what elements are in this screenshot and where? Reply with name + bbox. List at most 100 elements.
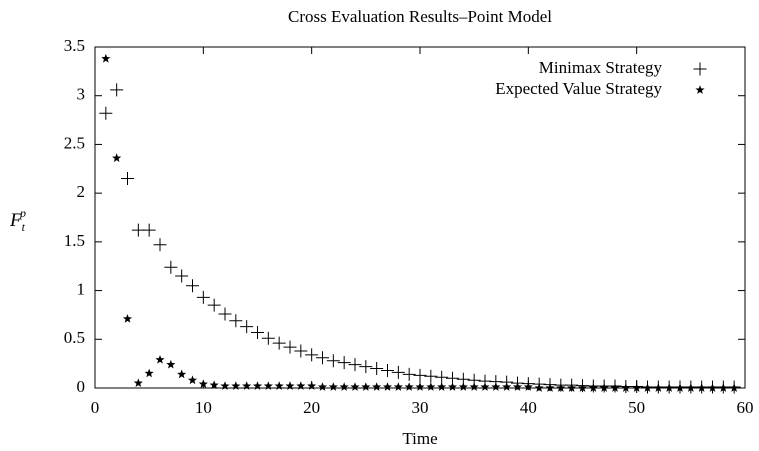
data-point bbox=[502, 382, 512, 391]
data-point bbox=[413, 368, 427, 382]
x-tick-label: 40 bbox=[520, 398, 537, 417]
data-point bbox=[101, 53, 111, 63]
data-point bbox=[523, 382, 533, 391]
data-point bbox=[263, 381, 273, 390]
data-point bbox=[112, 153, 122, 162]
legend-marker bbox=[693, 62, 707, 76]
data-point bbox=[142, 223, 156, 237]
y-tick-label: 0.5 bbox=[64, 328, 85, 347]
data-point bbox=[316, 351, 329, 365]
data-point bbox=[296, 381, 306, 390]
data-point bbox=[133, 378, 143, 388]
data-point bbox=[294, 344, 308, 358]
data-point bbox=[382, 382, 393, 391]
data-point bbox=[480, 382, 490, 391]
data-point bbox=[426, 382, 436, 391]
data-point bbox=[251, 325, 264, 339]
data-point bbox=[220, 381, 230, 390]
y-axis-label: Ftp bbox=[9, 206, 26, 234]
data-point bbox=[424, 369, 438, 383]
data-point bbox=[621, 383, 631, 392]
x-tick-label: 0 bbox=[91, 398, 100, 417]
data-point bbox=[653, 383, 663, 392]
y-label-sup: p bbox=[19, 206, 26, 220]
data-point bbox=[534, 383, 544, 392]
y-tick-label: 3.5 bbox=[64, 36, 85, 55]
data-point bbox=[350, 382, 360, 391]
data-point bbox=[577, 383, 588, 392]
y-tick-label: 3 bbox=[77, 85, 86, 104]
data-point bbox=[326, 354, 340, 368]
data-point bbox=[196, 290, 210, 304]
data-point bbox=[675, 383, 685, 392]
y-label-sub: t bbox=[22, 220, 26, 234]
data-point bbox=[718, 383, 728, 392]
legend-label: Expected Value Strategy bbox=[495, 79, 662, 98]
data-point bbox=[393, 382, 403, 391]
data-point bbox=[447, 382, 458, 391]
x-tick-label: 10 bbox=[195, 398, 212, 417]
y-tick-label: 2 bbox=[77, 182, 86, 201]
data-point bbox=[131, 223, 145, 237]
data-point bbox=[435, 370, 449, 384]
data-point bbox=[381, 363, 394, 377]
data-point bbox=[359, 360, 373, 374]
data-point bbox=[328, 382, 338, 391]
data-point bbox=[177, 369, 187, 379]
data-point bbox=[664, 383, 674, 392]
x-tick-label: 20 bbox=[303, 398, 320, 417]
data-point bbox=[121, 172, 134, 186]
data-point bbox=[307, 381, 317, 390]
x-axis-label: Time bbox=[402, 429, 437, 448]
data-point bbox=[391, 365, 405, 379]
data-point bbox=[339, 382, 349, 391]
data-point bbox=[207, 298, 221, 312]
data-point bbox=[240, 320, 254, 334]
data-point bbox=[283, 340, 297, 354]
x-tick-label: 60 bbox=[737, 398, 754, 417]
data-point bbox=[372, 382, 382, 391]
data-point bbox=[175, 269, 189, 283]
data-point bbox=[729, 383, 739, 392]
y-tick-label: 1.5 bbox=[64, 231, 85, 250]
data-point bbox=[415, 382, 425, 391]
y-tick-label: 2.5 bbox=[64, 133, 85, 152]
data-point bbox=[337, 356, 351, 370]
data-point bbox=[144, 368, 154, 378]
data-point bbox=[556, 383, 566, 392]
data-point bbox=[707, 383, 718, 392]
y-tick-label: 1 bbox=[77, 279, 86, 298]
data-point bbox=[469, 382, 479, 391]
data-point bbox=[610, 383, 620, 392]
data-point bbox=[187, 375, 198, 385]
data-point bbox=[209, 380, 219, 389]
data-point bbox=[437, 382, 447, 391]
y-tick-label: 0 bbox=[77, 377, 86, 396]
data-point bbox=[348, 358, 362, 372]
data-point bbox=[588, 383, 598, 392]
data-point bbox=[274, 381, 284, 390]
data-point bbox=[686, 383, 696, 392]
data-point bbox=[567, 383, 577, 392]
data-point bbox=[242, 381, 252, 390]
data-point bbox=[317, 382, 328, 391]
y-label-base: F bbox=[9, 210, 22, 231]
data-point bbox=[285, 381, 295, 390]
data-point bbox=[545, 383, 555, 392]
data-point bbox=[164, 260, 178, 274]
data-point bbox=[229, 314, 243, 328]
legend-marker bbox=[695, 85, 705, 94]
data-point bbox=[361, 382, 371, 391]
x-tick-label: 30 bbox=[412, 398, 429, 417]
data-point bbox=[252, 381, 263, 390]
data-point bbox=[155, 354, 165, 364]
data-point bbox=[305, 348, 319, 362]
data-point bbox=[110, 83, 124, 97]
chart-title: Cross Evaluation Results–Point Model bbox=[288, 7, 552, 26]
data-point bbox=[153, 238, 167, 252]
data-point bbox=[370, 362, 384, 376]
data-point bbox=[218, 307, 232, 321]
data-point bbox=[512, 382, 523, 391]
data-point bbox=[458, 382, 468, 391]
